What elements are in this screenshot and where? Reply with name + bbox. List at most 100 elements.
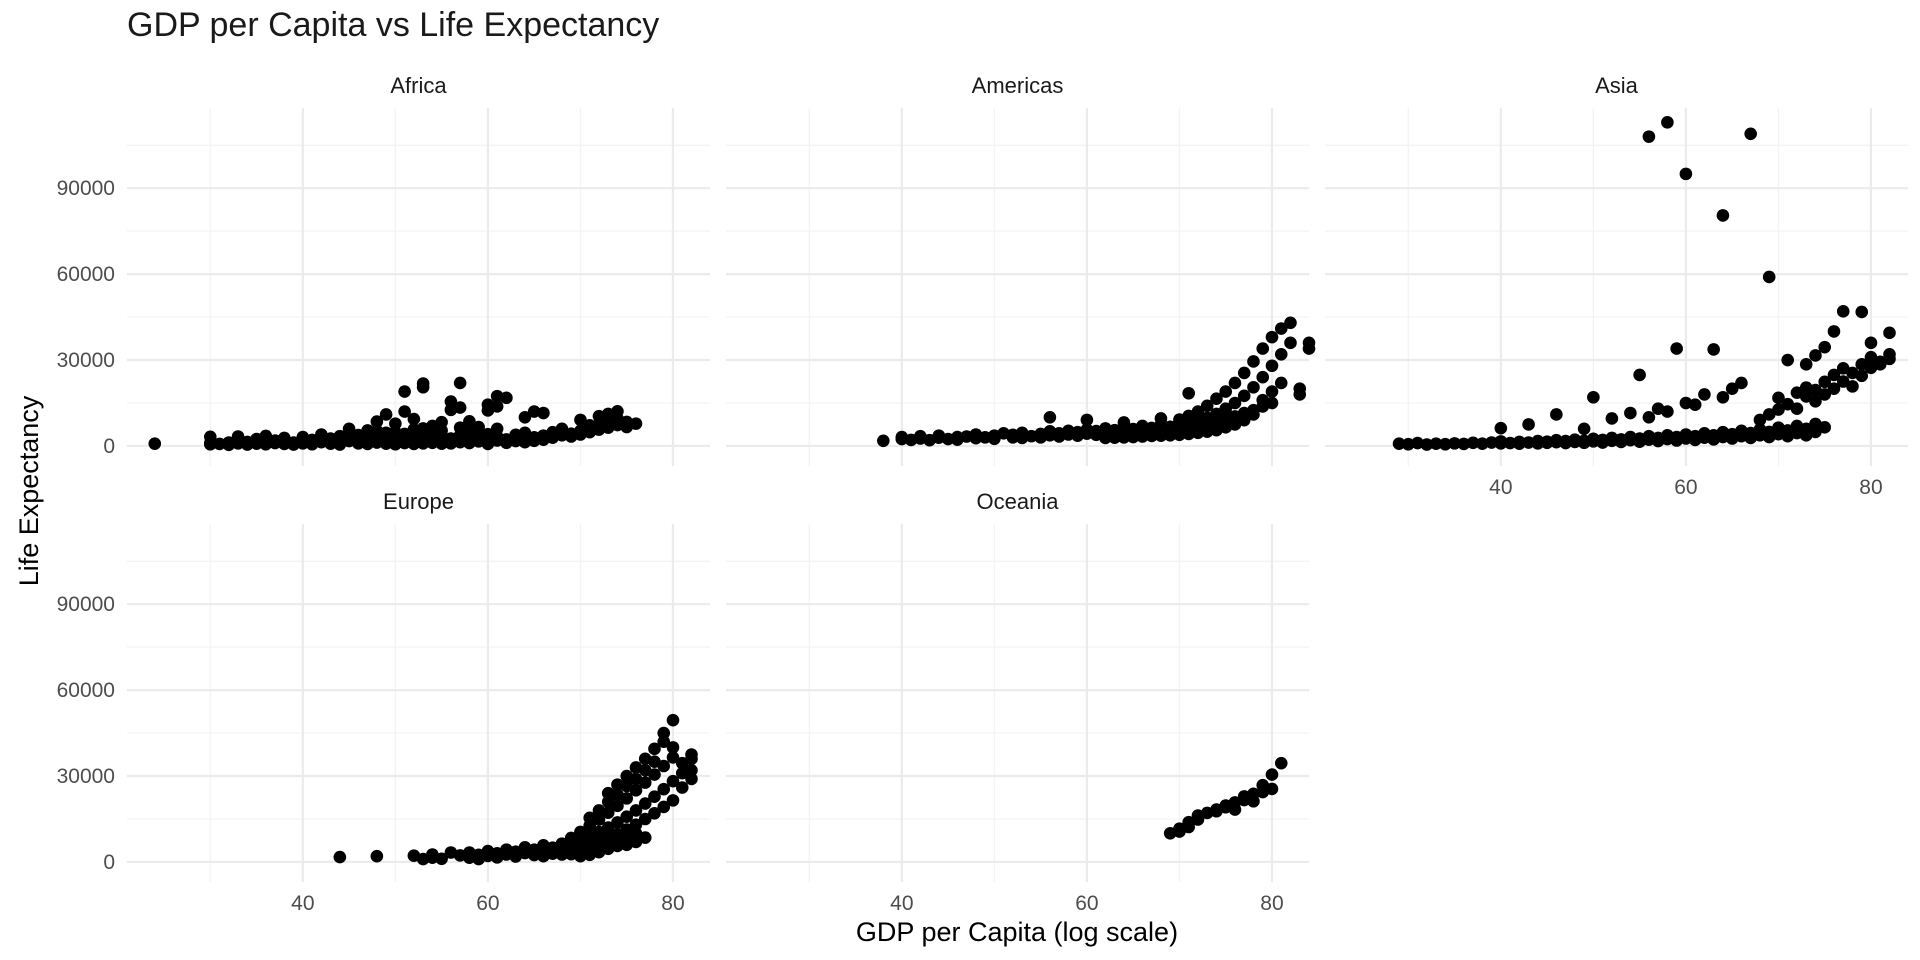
data-point [611,816,624,829]
data-point [1439,437,1452,451]
data-point [379,408,393,421]
data-point [1809,394,1822,408]
facet-label-europe: Europe [383,489,454,514]
y-tick-label: 60000 [57,263,115,286]
data-point [1864,336,1878,350]
y-axis-title: Life Expectancy [14,395,44,586]
data-point [1145,429,1158,443]
data-point [1429,437,1443,450]
data-point [1210,392,1223,405]
data-point [1577,422,1591,436]
label-layer: Africa 0 30000 60000 90000 Americas Asia 40 60 80… [57,73,1883,915]
x-tick-label: 80 [661,892,684,915]
data-point [1642,130,1656,143]
data-point [1799,390,1813,403]
data-point [1818,340,1832,354]
data-point [1670,342,1683,355]
data-point [648,806,661,820]
data-point [611,778,624,791]
data-point [638,776,652,789]
data-point [1605,412,1619,425]
data-point [1485,436,1498,449]
data-point [1707,343,1720,356]
data-point [537,406,550,420]
data-point [1661,405,1674,418]
data-point [666,713,680,727]
data-point [601,821,615,834]
facet-label-africa: Africa [390,73,447,98]
data-point [1265,782,1279,796]
data-point [1219,385,1233,398]
data-point [685,752,698,766]
data-point [1200,399,1214,413]
points-layer [148,116,1896,866]
data-point [1725,382,1739,395]
data-point [472,424,485,438]
data-point [629,804,643,817]
data-point [1265,359,1279,373]
data-point [666,774,680,788]
data-point [1679,167,1693,181]
data-point [1772,403,1785,416]
data-point [1228,376,1242,390]
data-point [638,812,652,826]
data-point [583,419,596,432]
data-point [1587,435,1600,448]
data-point [1568,435,1582,449]
data-point [1466,436,1480,450]
data-point [611,839,624,853]
data-point [1401,437,1415,451]
data-point [1818,388,1832,401]
data-point [1448,437,1461,450]
x-tick-label: 80 [1260,892,1283,915]
data-point [1883,348,1896,361]
data-point [1605,434,1619,448]
data-point [203,430,217,444]
data-point [1513,437,1526,450]
data-point [1284,336,1297,350]
points-americas [877,316,1316,448]
data-point [1836,305,1850,318]
data-point [407,423,421,436]
data-point [1191,426,1205,440]
data-point [1698,388,1711,401]
data-point [500,391,513,405]
data-point [1256,393,1270,407]
data-point [620,810,634,824]
data-point [148,437,162,450]
data-point [1735,376,1748,390]
y-tick-label: 30000 [57,349,115,372]
data-point [675,781,689,794]
data-point [1716,209,1730,222]
data-point [389,425,402,439]
y-tick-label: 90000 [57,177,115,200]
data-point [1827,325,1841,338]
data-point [648,768,661,781]
data-point [1420,438,1434,451]
data-point [1790,402,1804,416]
facet-label-asia: Asia [1595,73,1639,98]
data-point [1265,385,1279,398]
data-point [1494,421,1508,435]
data-point [1173,428,1186,442]
data-point [1587,390,1600,404]
data-point [1154,429,1168,442]
y-tick-label: 0 [103,851,115,874]
data-point [1256,370,1270,384]
data-point [592,813,606,826]
chart-title: GDP per Capita vs Life Expectancy [127,6,660,44]
data-point [1716,390,1730,404]
points-europe [333,713,698,866]
data-point [1182,427,1195,441]
data-point [1688,398,1702,412]
data-point [1237,389,1251,403]
data-point [213,437,226,451]
data-point [629,417,643,430]
data-point [527,405,541,418]
data-point [1284,316,1297,330]
points-asia [1392,116,1896,451]
data-point [1522,418,1535,431]
data-point [1210,423,1223,437]
data-point [1043,411,1057,424]
